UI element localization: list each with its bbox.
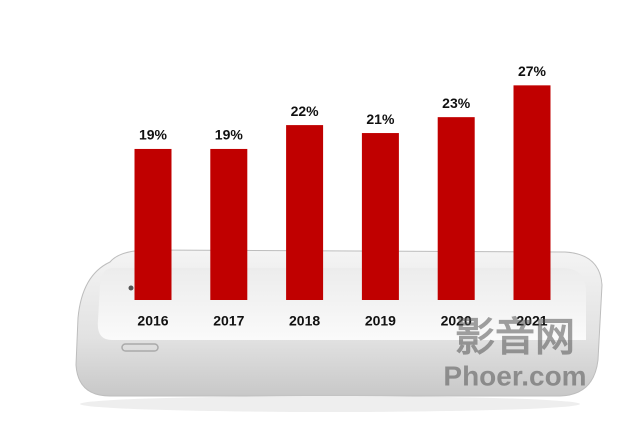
- bar: [210, 148, 248, 300]
- watermark-site: Phoer.com: [443, 360, 586, 391]
- x-tick-label: 2020: [441, 313, 472, 329]
- x-tick-label: 2016: [137, 313, 168, 329]
- value-label: 19%: [215, 127, 244, 143]
- x-tick-label: 2018: [289, 313, 320, 329]
- watermark-title: 影音网: [455, 316, 575, 360]
- value-label: 21%: [366, 111, 395, 127]
- value-label: 27%: [518, 63, 547, 79]
- x-tick-label: 2019: [365, 313, 396, 329]
- value-label: 23%: [442, 95, 471, 111]
- value-label: 22%: [291, 103, 320, 119]
- bar: [361, 133, 399, 300]
- value-label: 19%: [139, 127, 168, 143]
- x-tick-label: 2021: [516, 313, 547, 329]
- bar: [437, 117, 475, 301]
- bar: [134, 148, 172, 300]
- bar: [286, 125, 324, 300]
- x-tick-label: 2017: [213, 313, 244, 329]
- bar: [513, 85, 551, 300]
